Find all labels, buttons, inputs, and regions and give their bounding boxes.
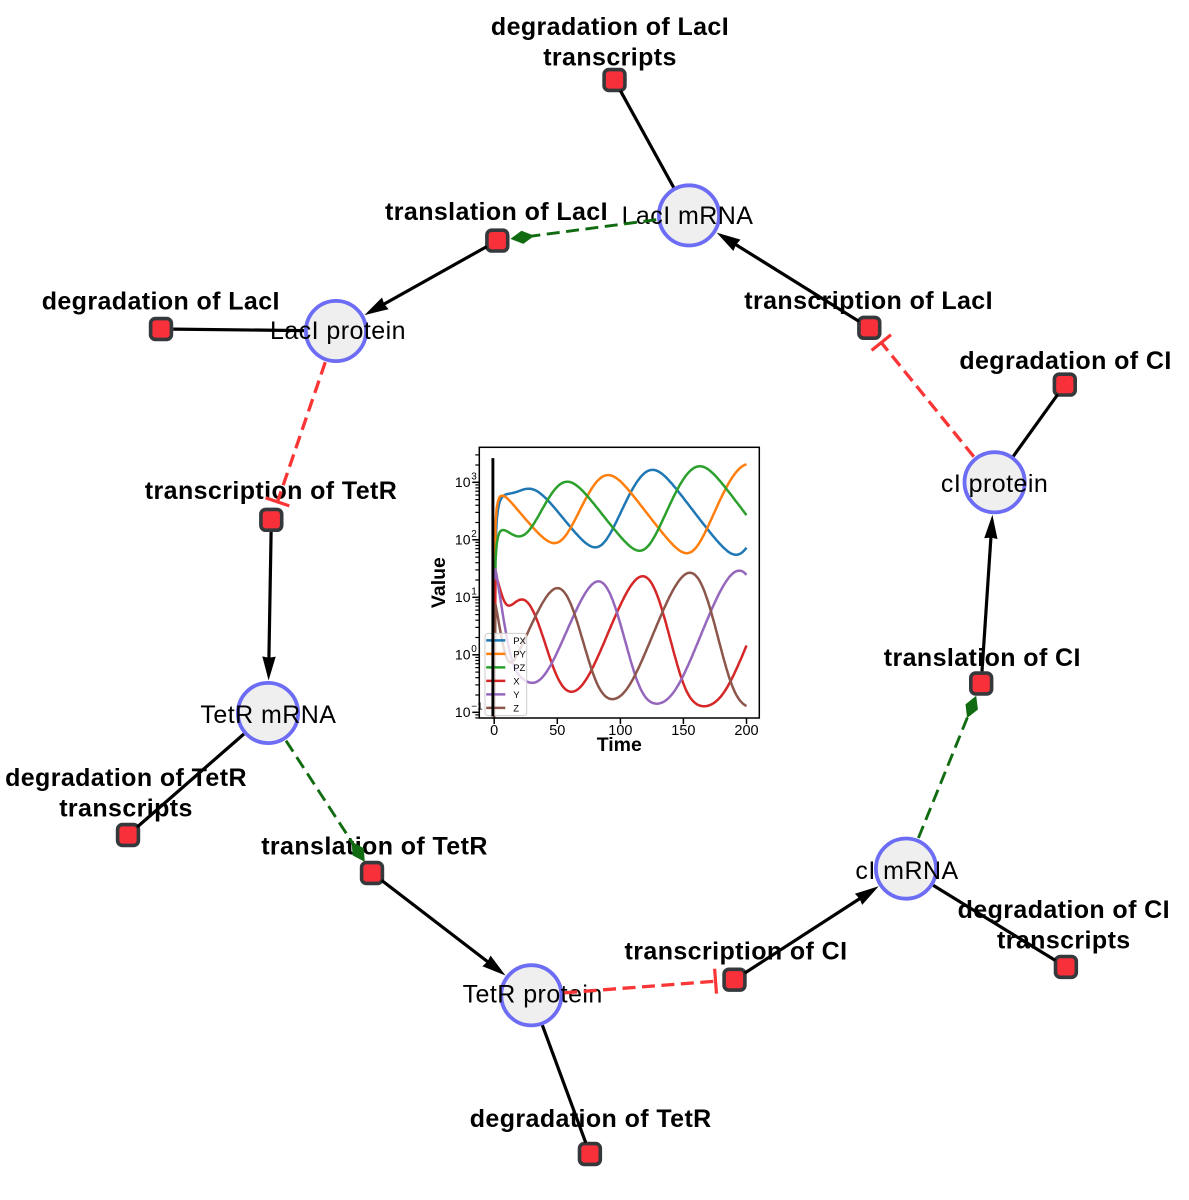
svg-text:degradation of LacI: degradation of LacI: [491, 13, 729, 41]
svg-text:TetR protein: TetR protein: [463, 981, 603, 1009]
svg-text:translation of TetR: translation of TetR: [261, 832, 488, 860]
svg-text:transcripts: transcripts: [59, 795, 193, 823]
svg-text:cI protein: cI protein: [941, 470, 1048, 498]
svg-text:Value: Value: [428, 557, 450, 608]
svg-text:10: 10: [455, 474, 471, 490]
svg-text:150: 150: [671, 723, 695, 739]
svg-text:0: 0: [490, 723, 498, 739]
svg-text:PY: PY: [513, 649, 526, 660]
svg-text:degradation of TetR: degradation of TetR: [5, 764, 247, 792]
svg-text:0: 0: [471, 644, 477, 655]
svg-text:PZ: PZ: [513, 663, 525, 674]
svg-text:200: 200: [734, 723, 758, 739]
svg-text:PX: PX: [513, 636, 526, 647]
svg-text:LacI mRNA: LacI mRNA: [622, 202, 754, 230]
svg-text:transcription of CI: transcription of CI: [625, 938, 848, 966]
svg-text:Y: Y: [513, 690, 520, 701]
svg-text:10: 10: [455, 532, 471, 548]
svg-text:degradation of TetR: degradation of TetR: [470, 1105, 712, 1133]
svg-text:Z: Z: [513, 703, 519, 714]
svg-text:translation of LacI: translation of LacI: [385, 198, 608, 226]
svg-text:10: 10: [455, 647, 471, 663]
svg-text:X: X: [513, 676, 520, 687]
svg-text:transcription of LacI: transcription of LacI: [744, 287, 993, 315]
svg-text:cI mRNA: cI mRNA: [855, 857, 958, 885]
svg-text:degradation of CI: degradation of CI: [958, 896, 1170, 924]
svg-text:degradation of CI: degradation of CI: [959, 347, 1171, 375]
svg-text:2: 2: [471, 529, 477, 540]
svg-text:Time: Time: [597, 734, 642, 756]
svg-text:transcripts: transcripts: [997, 927, 1131, 955]
svg-text:10: 10: [455, 589, 471, 605]
svg-text:degradation of LacI: degradation of LacI: [42, 288, 280, 316]
svg-text:1: 1: [471, 586, 477, 597]
svg-text:transcripts: transcripts: [543, 44, 677, 72]
svg-text:50: 50: [549, 723, 565, 739]
svg-text:3: 3: [471, 471, 477, 482]
svg-text:10: 10: [455, 704, 471, 720]
svg-text:TetR mRNA: TetR mRNA: [200, 701, 336, 729]
svg-text:100: 100: [608, 723, 632, 739]
svg-text:−1: −1: [471, 701, 483, 712]
